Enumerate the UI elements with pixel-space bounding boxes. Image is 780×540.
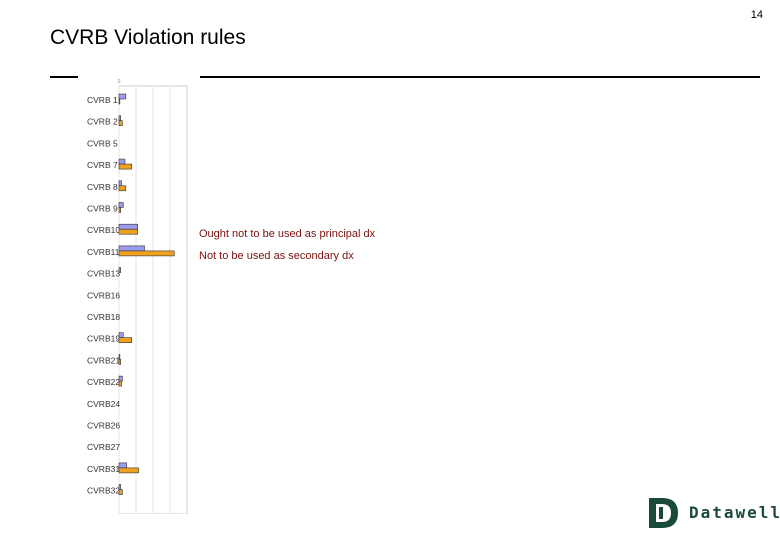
bar-secondary [118, 380, 122, 387]
bar-principal [118, 245, 145, 252]
title-rule-right [200, 76, 760, 78]
datawell-logo: Datawell [646, 496, 780, 530]
bar-principal [118, 354, 121, 360]
category-label: CVRB 9 [87, 204, 118, 214]
bar-principal [118, 267, 122, 273]
category-label: CVRB31 [87, 464, 120, 474]
title-rule-left [50, 76, 78, 78]
bar-secondary [118, 185, 127, 192]
bar-secondary [118, 359, 122, 365]
datawell-logo-mark [649, 498, 678, 528]
category-label: CVRB10 [87, 225, 120, 235]
bar-secondary [118, 337, 133, 344]
legend-secondary: Not to be used as secondary dx [199, 250, 354, 262]
bar-principal [118, 484, 122, 490]
category-label: CVRB22 [87, 377, 120, 387]
page-title: CVRB Violation rules [50, 26, 246, 49]
bar-secondary [118, 98, 121, 105]
legend-principal: Ought not to be used as principal dx [199, 228, 376, 240]
category-label: CVRB13 [87, 269, 120, 279]
category-label: CVRB26 [87, 421, 120, 431]
bar-principal [118, 332, 124, 339]
bar-principal [118, 180, 122, 187]
bar-principal [118, 462, 127, 469]
x-tick-label: 0 [118, 79, 121, 85]
category-label: CVRB 8 [87, 182, 118, 192]
page-number: 14 [750, 9, 763, 21]
violation-bar-chart: 0 CVRB 1 CVRB 2 CVRB 5 CVRB 7 CVRB 8 CVRB 9 CVR… [87, 79, 188, 514]
bar-principal [118, 158, 126, 165]
datawell-logo-text: Datawell [689, 503, 780, 522]
category-label: CVRB21 [87, 355, 120, 365]
bar-principal [118, 375, 123, 382]
bar-principal [118, 115, 122, 122]
bar-secondary [118, 207, 122, 213]
category-label: CVRB 5 [87, 138, 118, 148]
category-label: CVRB32 [87, 486, 120, 496]
category-label: CVRB 2 [87, 117, 118, 127]
bar-secondary [118, 467, 139, 474]
bar-principal [118, 202, 124, 208]
bar-secondary [118, 489, 123, 495]
bar-secondary [118, 120, 123, 127]
bar-secondary [118, 250, 175, 257]
bar-secondary [118, 163, 133, 170]
category-label: CVRB18 [87, 312, 120, 322]
bar-principal [118, 93, 127, 100]
category-label: CVRB16 [87, 290, 120, 300]
category-label: CVRB24 [87, 399, 120, 409]
category-label: CVRB 1 [87, 95, 118, 105]
category-label: CVRB11 [87, 247, 120, 257]
category-label: CVRB27 [87, 442, 120, 452]
category-label: CVRB19 [87, 334, 120, 344]
bar-secondary [118, 228, 139, 235]
category-label: CVRB 7 [87, 160, 118, 170]
bar-principal [118, 223, 139, 230]
